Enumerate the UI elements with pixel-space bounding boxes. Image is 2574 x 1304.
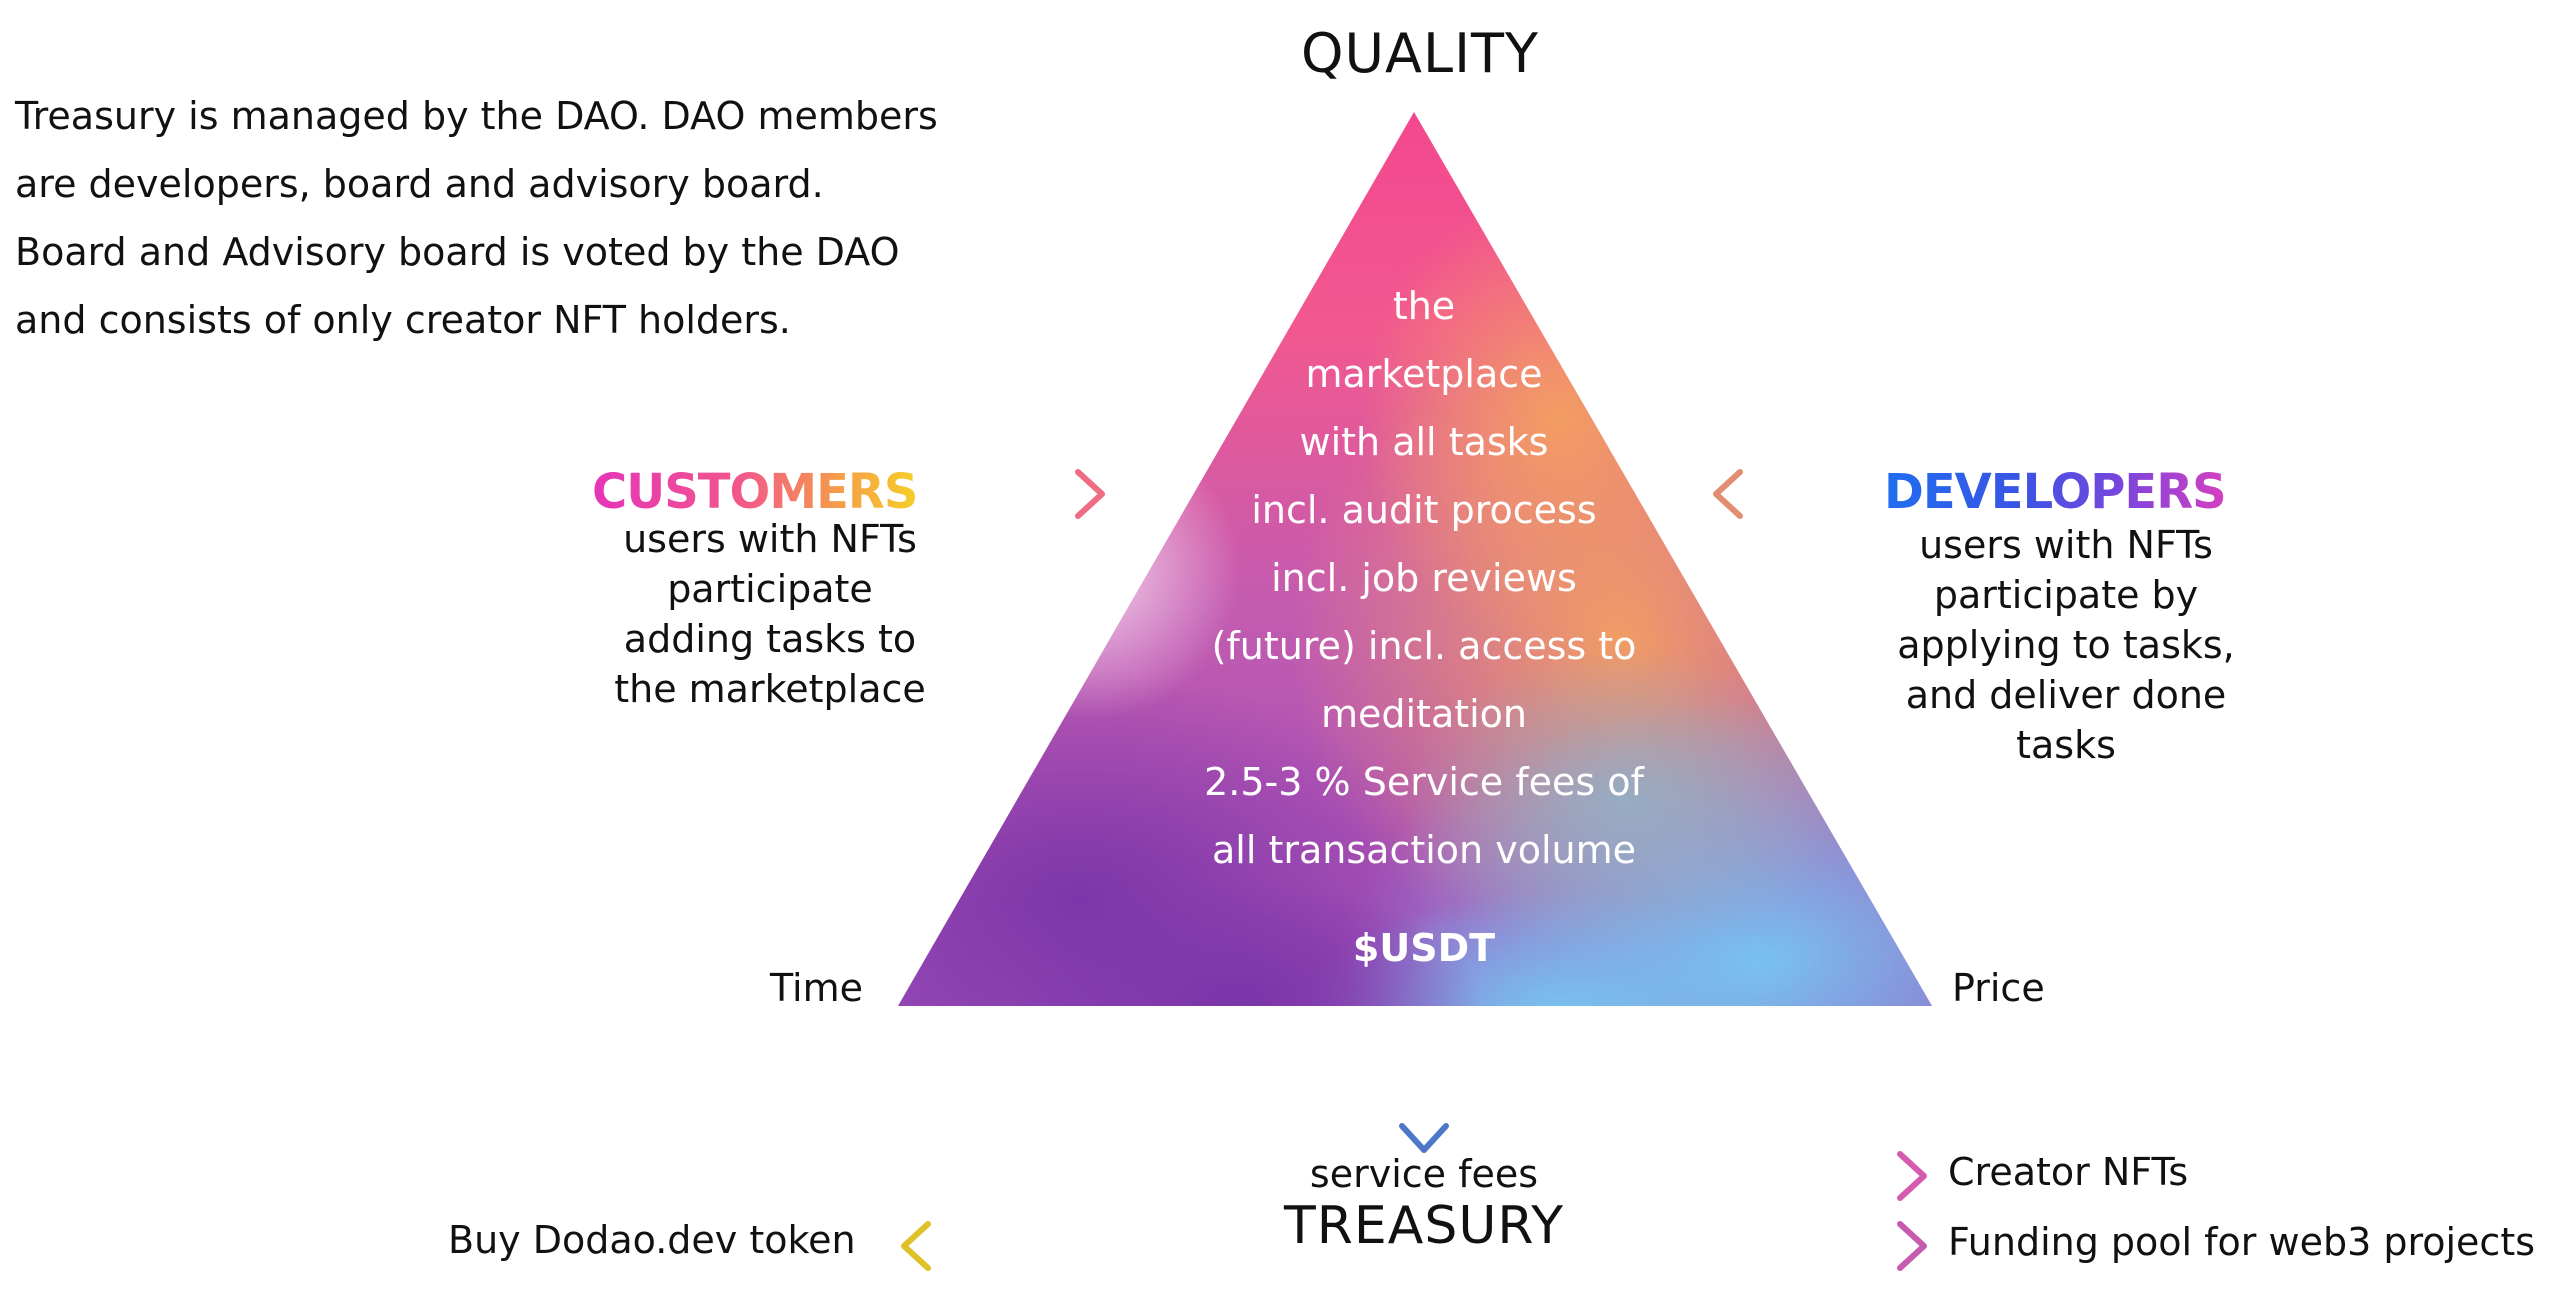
intro-line: Treasury is managed by the DAO. DAO memb…	[15, 94, 938, 138]
creator-nfts-label: Creator NFTs	[1948, 1150, 2189, 1194]
customers-line: adding tasks to	[623, 617, 917, 661]
intro-line: Board and Advisory board is voted by the…	[15, 230, 900, 274]
developers-line: users with NFTs	[1919, 523, 2213, 567]
buy-token-label: Buy Dodao.dev token	[448, 1218, 856, 1262]
customers-line: participate	[667, 567, 873, 611]
pyramid-line: the	[1392, 284, 1456, 328]
pyramid-line: 2.5-3 % Service fees of	[1204, 760, 1644, 804]
funding-pool-label: Funding pool for web3 projects	[1948, 1220, 2536, 1264]
pyramid-line: incl. audit process	[1251, 488, 1597, 532]
time-label: Time	[770, 966, 863, 1010]
customers-line: the marketplace	[614, 667, 926, 711]
quality-label: QUALITY	[1301, 22, 1539, 85]
pyramid-line: incl. job reviews	[1271, 556, 1577, 600]
developers-description: users with NFTs participate by applying …	[1816, 520, 2316, 770]
customers-arrow	[969, 469, 1105, 519]
usdt-label: $USDT	[1352, 926, 1496, 970]
pyramid-line: meditation	[1320, 692, 1528, 736]
creator-nfts-arrow	[1583, 1151, 1927, 1201]
price-label: Price	[1952, 966, 2045, 1010]
buy-token-arrow	[901, 1221, 1265, 1271]
customers-description: users with NFTs participate adding tasks…	[520, 514, 1020, 714]
developers-line: and deliver done	[1905, 673, 2227, 717]
pyramid-line: (future) incl. access to	[1211, 624, 1637, 668]
pyramid-line: all transaction volume	[1212, 828, 1636, 872]
developers-line: participate by	[1933, 573, 2199, 617]
developers-line: applying to tasks,	[1897, 623, 2235, 667]
service-fees-arrow	[1399, 1023, 1449, 1153]
intro-line: and consists of only creator NFT holders…	[15, 298, 791, 342]
customers-title: CUSTOMERS	[592, 464, 918, 520]
developers-line: tasks	[2016, 723, 2116, 767]
dao-intro-text: Treasury is managed by the DAO. DAO memb…	[15, 82, 1015, 354]
pyramid-line: marketplace	[1305, 352, 1543, 396]
intro-line: are developers, board and advisory board…	[15, 162, 824, 206]
pyramid-description: the marketplace with all tasks incl. aud…	[1114, 272, 1734, 884]
funding-pool-arrow	[1583, 1221, 1927, 1271]
customers-line: users with NFTs	[623, 517, 917, 561]
service-fees-label: service fees	[1309, 1152, 1539, 1196]
developers-title: DEVELOPERS	[1884, 464, 2227, 520]
treasury-title: TREASURY	[1284, 1196, 1564, 1256]
pyramid-line: with all tasks	[1299, 420, 1549, 464]
developers-arrow	[1713, 469, 1845, 519]
